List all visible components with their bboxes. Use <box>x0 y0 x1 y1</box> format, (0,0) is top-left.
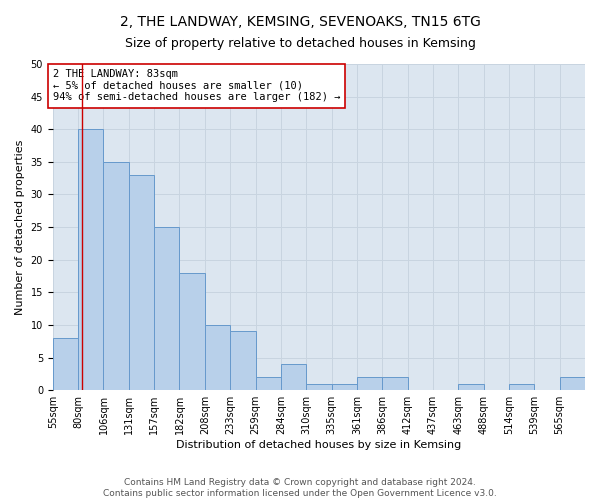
X-axis label: Distribution of detached houses by size in Kemsing: Distribution of detached houses by size … <box>176 440 461 450</box>
Text: 2, THE LANDWAY, KEMSING, SEVENOAKS, TN15 6TG: 2, THE LANDWAY, KEMSING, SEVENOAKS, TN15… <box>119 15 481 29</box>
Bar <box>78 129 103 390</box>
Bar <box>281 364 306 390</box>
Text: Size of property relative to detached houses in Kemsing: Size of property relative to detached ho… <box>125 38 475 51</box>
Bar <box>332 384 357 390</box>
Bar <box>509 384 535 390</box>
Text: 2 THE LANDWAY: 83sqm
← 5% of detached houses are smaller (10)
94% of semi-detach: 2 THE LANDWAY: 83sqm ← 5% of detached ho… <box>53 69 340 102</box>
Y-axis label: Number of detached properties: Number of detached properties <box>15 140 25 315</box>
Bar <box>154 227 179 390</box>
Bar <box>560 377 585 390</box>
Bar <box>129 175 154 390</box>
Bar <box>458 384 484 390</box>
Bar <box>179 273 205 390</box>
Bar <box>382 377 407 390</box>
Text: Contains HM Land Registry data © Crown copyright and database right 2024.
Contai: Contains HM Land Registry data © Crown c… <box>103 478 497 498</box>
Bar <box>205 325 230 390</box>
Bar <box>256 377 281 390</box>
Bar <box>230 332 256 390</box>
Bar <box>53 338 78 390</box>
Bar <box>103 162 129 390</box>
Bar <box>306 384 332 390</box>
Bar <box>357 377 382 390</box>
